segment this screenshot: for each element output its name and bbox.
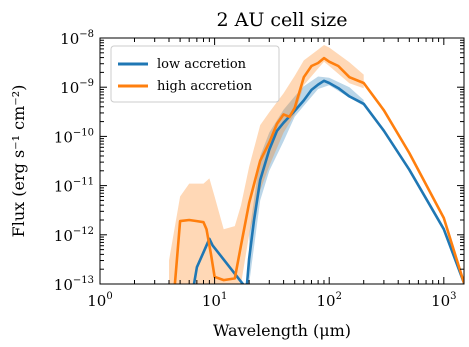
legend: low accretion high accretion (110, 45, 280, 103)
series-line-low-accretion (192, 79, 464, 284)
axis-ticks (99, 38, 464, 285)
y-tick-label: 10−12 (54, 226, 94, 245)
x-axis-label: Wavelength (μm) (213, 321, 351, 340)
legend-label-low-accretion: low accretion (157, 57, 247, 72)
band-low-accretion (249, 76, 364, 284)
y-tick-label: 10−10 (54, 127, 94, 146)
plot-frame (99, 37, 465, 285)
y-axis-label: Flux (erg s⁻¹ cm⁻²) (9, 85, 28, 238)
x-tick-label: 102 (316, 291, 341, 310)
x-tick-label: 100 (87, 291, 112, 310)
series-line-high-accretion (173, 56, 464, 284)
y-tick-label: 10−9 (60, 78, 94, 97)
series-lines (173, 56, 464, 284)
y-tick-label: 10−11 (54, 177, 94, 196)
x-tick-label: 103 (431, 291, 456, 310)
band-high-accretion (169, 45, 364, 284)
y-tick-label: 10−8 (60, 29, 94, 48)
y-tick-label: 10−13 (54, 275, 94, 294)
y-tick-labels: 10−13 10−12 10−11 10−10 10−9 10−8 (54, 29, 94, 294)
x-tick-label: 101 (202, 291, 227, 310)
legend-label-high-accretion: high accretion (157, 79, 253, 94)
x-tick-labels: 100 101 102 103 (87, 291, 456, 310)
legend-box (110, 45, 280, 103)
chart-title: 2 AU cell size (216, 9, 347, 31)
